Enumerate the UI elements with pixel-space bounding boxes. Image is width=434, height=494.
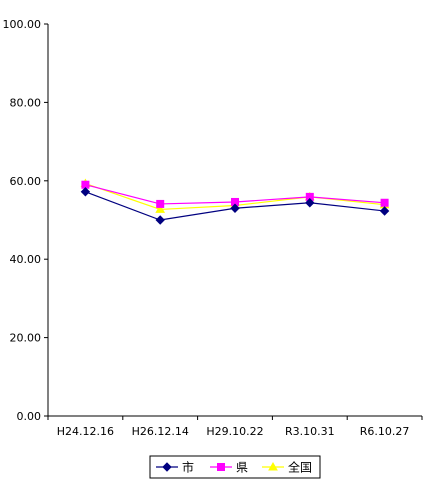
legend-marker xyxy=(268,461,278,471)
legend-label: 市 xyxy=(182,460,194,475)
y-tick-label: 60.00 xyxy=(10,175,42,188)
x-axis-ticks: H24.12.16 H26.12.14 H29.10.22 R3.10.31 R6.10… xyxy=(47,416,423,438)
legend-entry: 市 xyxy=(156,460,194,475)
y-tick-label: 0.00 xyxy=(17,410,42,423)
data-point xyxy=(80,187,91,197)
x-tick-label: H26.12.14 xyxy=(132,425,189,438)
series-layer xyxy=(80,178,390,225)
legend-entry: 全国 xyxy=(262,460,312,475)
y-tick-label: 80.00 xyxy=(10,96,42,109)
y-tick-label: 100.00 xyxy=(3,18,42,31)
y-tick-label: 20.00 xyxy=(10,332,42,345)
data-point xyxy=(379,206,390,216)
data-point xyxy=(230,203,240,213)
x-tick-label: R3.10.31 xyxy=(285,425,335,438)
data-point xyxy=(155,215,165,225)
legend-label: 県 xyxy=(236,461,248,475)
x-tick-label: H29.10.22 xyxy=(206,425,263,438)
axes xyxy=(47,24,422,417)
data-point xyxy=(380,198,389,207)
data-point xyxy=(156,199,165,208)
x-tick-label: H24.12.16 xyxy=(57,425,114,438)
series-2 xyxy=(81,180,389,208)
legend-label: 全国 xyxy=(288,460,312,475)
legend-marker xyxy=(162,462,172,472)
y-tick-label: 40.00 xyxy=(10,253,42,266)
legend: 市 県 全国 xyxy=(149,455,321,479)
x-tick-label: R6.10.27 xyxy=(360,425,410,438)
data-point xyxy=(155,204,166,213)
data-point xyxy=(305,198,315,208)
y-axis-ticks: 0.00 20.00 40.00 60.00 80.00 100.00 xyxy=(3,18,48,423)
legend-marker xyxy=(217,463,225,471)
legend-box xyxy=(149,455,321,479)
series-1 xyxy=(80,187,390,225)
legend-entry: 県 xyxy=(210,461,248,475)
